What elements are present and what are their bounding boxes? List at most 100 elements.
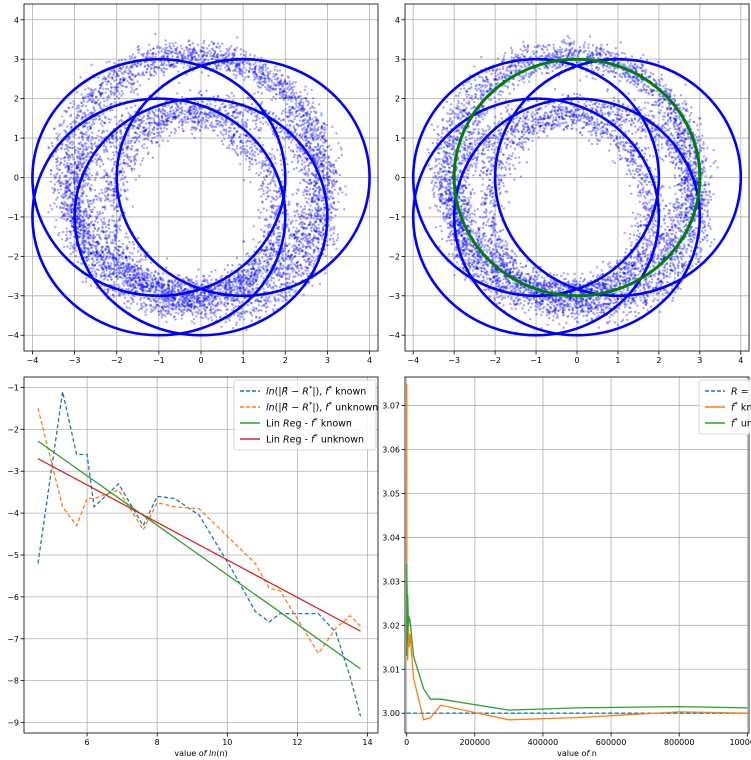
scatter-point [127, 284, 130, 288]
scatter-point [149, 124, 152, 127]
scatter-point [111, 91, 115, 94]
scatter-point [288, 108, 291, 112]
scatter-point [310, 122, 314, 125]
scatter-point [323, 214, 326, 217]
scatter-point [255, 76, 258, 79]
scatter-point [166, 280, 169, 283]
scatter-point [269, 86, 272, 89]
scatter-point [109, 180, 112, 184]
scatter-point [330, 181, 334, 185]
scatter-point [167, 280, 171, 283]
scatter-point [67, 188, 70, 191]
scatter-point [299, 101, 303, 104]
scatter-point [117, 74, 121, 77]
scatter-point [100, 85, 103, 88]
scatter-point [261, 72, 264, 76]
scatter-point [207, 317, 210, 321]
scatter-point [175, 52, 178, 55]
scatter-point [72, 135, 75, 138]
scatter-point [228, 278, 232, 282]
scatter-point [162, 283, 165, 286]
scatter-point [252, 287, 255, 290]
scatter-point [194, 49, 197, 52]
scatter-point [129, 66, 133, 69]
scatter-point [114, 235, 117, 238]
scatter-point [264, 246, 267, 249]
scatter-point [278, 274, 281, 277]
scatter-point [332, 169, 335, 172]
scatter-point [146, 51, 149, 54]
scatter-point [307, 167, 310, 171]
scatter-point [206, 47, 209, 50]
scatter-point [301, 225, 304, 229]
scatter-point [171, 285, 174, 289]
scatter-point [78, 169, 81, 172]
scatter-point [299, 136, 303, 139]
scatter-point [266, 77, 269, 80]
scatter-point [103, 169, 106, 172]
scatter-point [149, 48, 152, 52]
y-tick-label: −1 [7, 213, 19, 222]
scatter-point [65, 152, 69, 155]
scatter-point [188, 39, 191, 42]
scatter-point [160, 61, 164, 65]
scatter-point [166, 139, 170, 143]
scatter-point [203, 277, 206, 281]
scatter-point [234, 65, 237, 68]
scatter-point [283, 98, 286, 102]
scatter-point [68, 213, 71, 216]
scatter-point [128, 72, 131, 75]
scatter-point [114, 224, 117, 227]
scatter-point [316, 211, 319, 214]
scatter-point [315, 135, 319, 138]
scatter-point [214, 304, 218, 307]
scatter-point [171, 50, 174, 53]
scatter-point [116, 267, 119, 270]
scatter-point [209, 102, 212, 106]
scatter-point [264, 259, 267, 263]
scatter-point [322, 163, 326, 167]
scatter-point [219, 67, 222, 71]
scatter-point [233, 288, 236, 292]
scatter-point [234, 76, 237, 80]
scatter-point [261, 72, 265, 75]
scatter-point [285, 82, 289, 86]
scatter-point [79, 220, 82, 223]
scatter-point [277, 278, 281, 282]
scatter-point [300, 104, 303, 108]
scatter-point [288, 272, 291, 276]
scatter-point [100, 197, 103, 200]
scatter-point [291, 270, 294, 274]
scatter-point [126, 270, 130, 274]
scatter-point [150, 276, 154, 280]
scatter-point [214, 286, 217, 289]
scatter-point [143, 61, 147, 64]
scatter-point [322, 212, 325, 215]
scatter-point [151, 63, 154, 66]
scatter-point [66, 161, 69, 165]
scatter-point [263, 81, 267, 85]
scatter-point [266, 67, 270, 70]
scatter-point [333, 182, 336, 186]
scatter-point [117, 59, 121, 62]
scatter-point [89, 99, 92, 102]
scatter-point [123, 79, 126, 82]
scatter-point [122, 280, 125, 283]
scatter-point [237, 273, 240, 277]
scatter-point [285, 91, 288, 94]
scatter-point [254, 64, 258, 68]
scatter-point [303, 108, 306, 111]
scatter-point [318, 282, 322, 286]
scatter-point [268, 283, 272, 286]
scatter-point [285, 114, 288, 118]
scatter-point [308, 208, 311, 212]
scatter-point [116, 261, 119, 264]
scatter-point [114, 264, 117, 267]
scatter-point [151, 136, 154, 140]
scatter-point [258, 75, 262, 79]
scatter-point [210, 293, 213, 296]
scatter-point [310, 214, 313, 217]
scatter-point [95, 195, 98, 198]
scatter-point [76, 154, 79, 158]
scatter-point [60, 210, 64, 214]
